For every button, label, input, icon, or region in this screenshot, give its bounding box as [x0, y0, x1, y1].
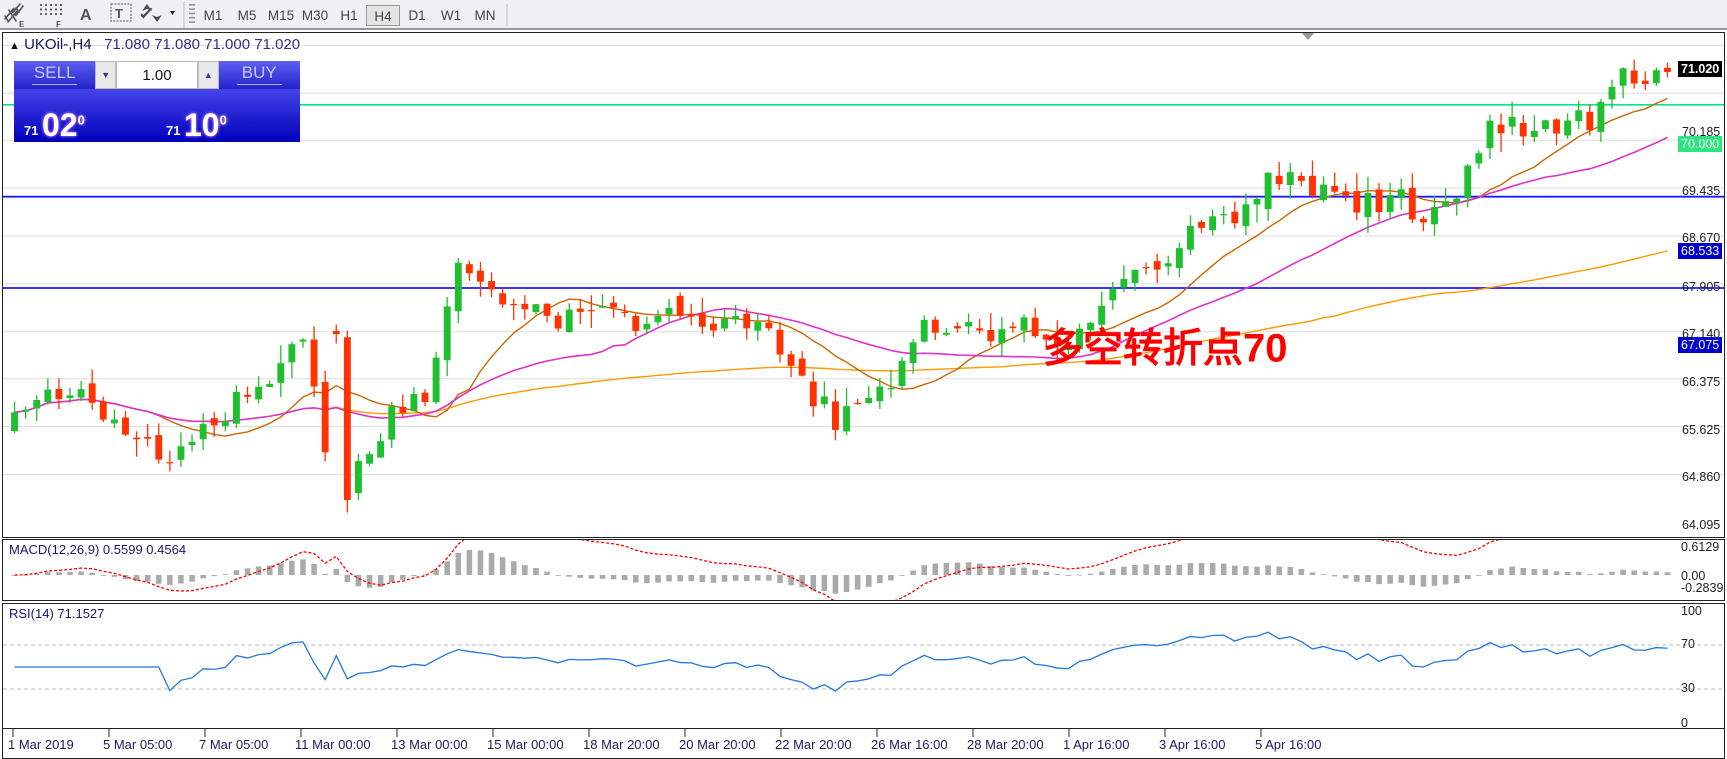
svg-text:E: E [19, 20, 25, 29]
svg-text:T: T [115, 6, 123, 21]
svg-text:A: A [80, 7, 92, 24]
svg-text:多空转折点70: 多空转折点70 [1043, 327, 1288, 371]
svg-text:F: F [56, 20, 61, 29]
